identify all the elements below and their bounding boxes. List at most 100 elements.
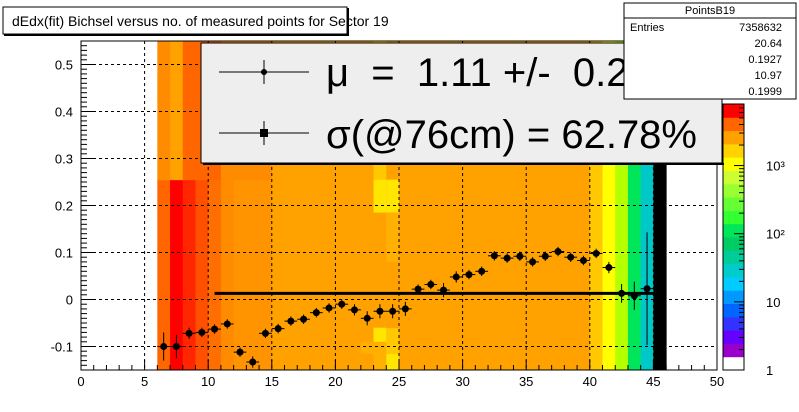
color-scale-step xyxy=(723,104,744,118)
point-marker xyxy=(516,252,524,260)
heatmap-cell xyxy=(233,212,247,329)
heatmap-cell xyxy=(437,179,451,214)
heatmap-cell xyxy=(233,327,247,355)
heatmap-cell xyxy=(309,327,324,355)
heatmap-cell xyxy=(424,327,438,355)
y-tick-label: 0.1 xyxy=(55,246,73,261)
heatmap-cell xyxy=(208,179,222,214)
data-point xyxy=(195,327,209,338)
color-scale-step xyxy=(723,223,744,238)
heatmap-cell xyxy=(182,41,196,181)
x-tick-label: 30 xyxy=(455,374,469,389)
heatmap-cell xyxy=(577,179,591,214)
point-marker xyxy=(287,317,295,325)
data-point xyxy=(526,257,539,267)
heatmap-cell xyxy=(284,353,298,371)
heatmap-cell xyxy=(360,179,375,214)
heatmap-cell xyxy=(424,212,438,329)
heatmap-cell xyxy=(653,353,667,371)
point-marker xyxy=(618,289,626,297)
heatmap-cell xyxy=(538,353,553,371)
heatmap-cell xyxy=(360,353,375,371)
heatmap-cell xyxy=(513,327,527,355)
data-point xyxy=(424,279,438,290)
y-tick-label: -0.1 xyxy=(51,340,73,355)
heatmap-cell xyxy=(157,212,171,329)
x-axis: 0 5 10 15 20 25 30 35 40 45 50 xyxy=(77,360,724,389)
heatmap-cell xyxy=(195,212,209,329)
color-scale-step xyxy=(723,210,744,225)
x-tick-label: 40 xyxy=(583,374,597,389)
heatmap-cell xyxy=(297,212,311,329)
point-marker xyxy=(630,292,638,300)
heatmap-cell xyxy=(170,41,184,181)
color-scale-step xyxy=(723,143,744,158)
data-point xyxy=(297,314,310,324)
heatmap-cell xyxy=(399,179,413,214)
point-marker xyxy=(300,315,308,323)
heatmap-cell xyxy=(526,327,540,355)
heatmap-cell xyxy=(322,179,336,214)
heatmap-cell xyxy=(297,179,311,214)
data-point xyxy=(246,356,260,368)
data-point xyxy=(488,251,501,261)
heatmap-cell xyxy=(462,353,476,371)
point-marker xyxy=(236,348,244,356)
point-marker xyxy=(554,248,562,256)
data-point xyxy=(462,269,476,280)
heatmap-cell xyxy=(526,179,540,214)
heatmap-cell xyxy=(170,353,184,371)
point-marker xyxy=(325,304,333,312)
heatmap-cell xyxy=(335,212,349,329)
heatmap-cell xyxy=(157,353,171,371)
heatmap-cell xyxy=(309,179,324,214)
heatmap-cell xyxy=(513,353,527,371)
heatmap-cell xyxy=(437,353,451,371)
data-point xyxy=(157,332,171,361)
heatmap-cell xyxy=(411,179,425,214)
data-point xyxy=(564,252,578,262)
legend-entry-sigma: σ(@76cm) = 62.78% xyxy=(219,113,697,157)
data-point xyxy=(577,255,590,266)
data-point xyxy=(500,253,514,263)
point-marker xyxy=(389,307,397,315)
heatmap-cell xyxy=(284,327,298,355)
color-scale-step xyxy=(723,330,744,344)
heatmap-cell xyxy=(259,353,273,371)
point-marker xyxy=(160,343,168,350)
heatmap-cell xyxy=(246,327,260,355)
point-marker xyxy=(414,285,422,293)
point-marker xyxy=(643,285,651,293)
data-point xyxy=(475,266,489,276)
heatmap-cell xyxy=(577,327,591,355)
heatmap-cell xyxy=(411,327,425,355)
heatmap-cell xyxy=(348,327,362,355)
point-marker xyxy=(211,325,219,333)
color-scale-step xyxy=(723,250,744,265)
heatmap-cell xyxy=(538,212,553,329)
color-scale-step xyxy=(723,316,744,331)
point-marker xyxy=(541,252,549,260)
heatmap-cell xyxy=(627,353,642,371)
point-marker xyxy=(350,306,358,314)
heatmap-cell xyxy=(551,179,565,214)
heatmap-cell xyxy=(526,212,540,329)
x-tick-label: 5 xyxy=(141,374,148,389)
heatmap-cell xyxy=(449,353,464,371)
color-scale-label: 10³ xyxy=(766,159,785,174)
color-scale-step xyxy=(723,197,744,211)
heatmap-cell xyxy=(157,179,171,214)
color-scale-label: 10² xyxy=(766,227,785,242)
color-scale-step xyxy=(723,117,744,132)
heatmap-cell xyxy=(309,212,324,329)
heatmap-cell xyxy=(653,327,667,355)
color-scale-step xyxy=(723,237,744,251)
heatmap-cell xyxy=(627,212,642,329)
heatmap-cell xyxy=(399,212,413,329)
point-marker xyxy=(529,258,537,266)
heatmap-cell xyxy=(208,327,222,355)
heatmap-cell xyxy=(589,179,604,214)
point-marker xyxy=(503,254,511,262)
color-scale-step xyxy=(723,157,744,171)
heatmap-cell xyxy=(653,212,667,329)
